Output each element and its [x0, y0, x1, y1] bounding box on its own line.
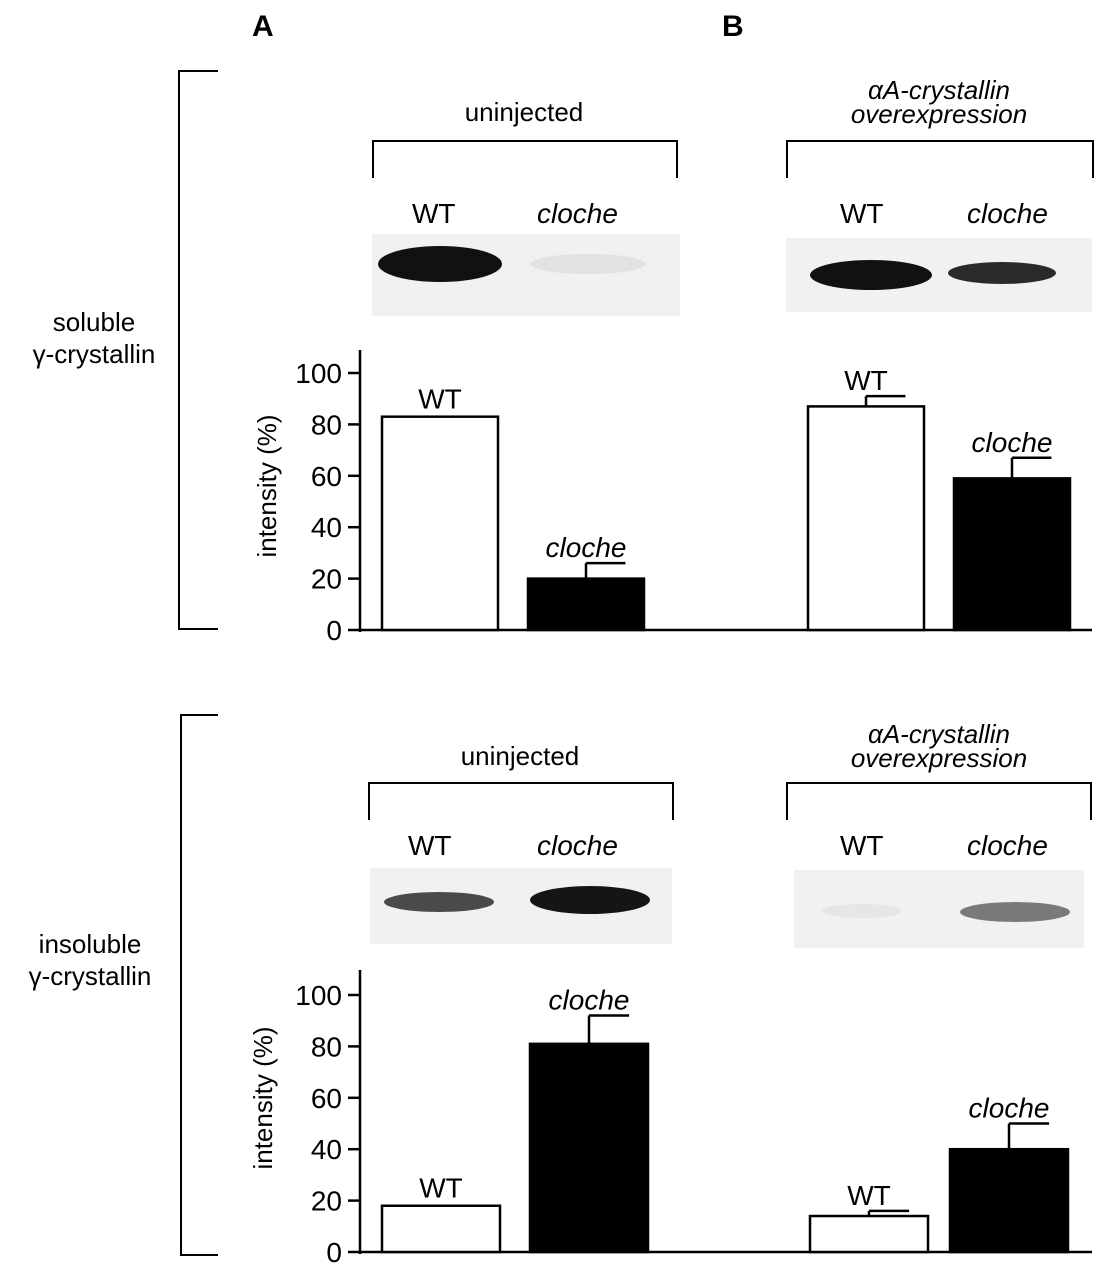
soluble-y-tick-label: 60 — [311, 461, 342, 492]
soluble-overexpression-wt-bar — [806, 405, 926, 632]
soluble-bar-chart: 0 20 40 60 80 100 intensity (%) WT cloche WT cloch… — [252, 350, 1092, 646]
soluble-overexpression-blot — [786, 238, 1092, 312]
soluble-overexpression-line2: overexpression — [850, 99, 1028, 129]
insoluble-overexpression-wt-bar-label: WT — [847, 1180, 891, 1211]
insoluble-uninjected-cloche-bar-label: cloche — [549, 985, 630, 1016]
soluble-overexpression-wt-lane-label: WT — [840, 198, 884, 229]
insoluble-uninjected-wt-bar — [380, 1204, 502, 1254]
insoluble-overexpression-bracket — [786, 782, 1092, 820]
soluble-overexpression-line1: αA-crystallin — [868, 75, 1010, 105]
insoluble-overexpression-line1: αA-crystallin — [868, 719, 1010, 749]
insoluble-uninjected-bracket — [368, 782, 674, 820]
insoluble-y-tick-label: 60 — [311, 1083, 342, 1114]
insoluble-uninjected-cloche-lane-label: cloche — [537, 830, 618, 861]
soluble-overexpression-cloche-bar — [952, 477, 1072, 632]
soluble-y-tick-label: 80 — [311, 409, 342, 440]
soluble-uninjected-wt-lane-label: WT — [412, 198, 456, 229]
insoluble-overexpression-label: αA-crystallin overexpression — [786, 719, 1092, 773]
soluble-uninjected-bracket — [372, 140, 678, 178]
soluble-overexpression-label: αA-crystallin overexpression — [786, 75, 1092, 129]
soluble-y-axis-label: intensity (%) — [252, 414, 282, 557]
insoluble-bar-chart: 0 20 40 60 80 100 intensity (%) WT cloche WT cloch… — [248, 970, 1092, 1268]
soluble-overexpression-wt-bar-label: WT — [844, 365, 888, 396]
insoluble-overexpression-line2: overexpression — [850, 743, 1028, 773]
insoluble-overexpression-wt-lane-label: WT — [840, 830, 884, 861]
insoluble-overexpression-blot — [794, 870, 1084, 948]
soluble-overexpression-cloche-lane-label: cloche — [967, 198, 1048, 229]
soluble-uninjected-cloche-lane-label: cloche — [537, 198, 618, 229]
soluble-uninjected-cloche-band — [530, 254, 646, 274]
insoluble-group-bracket — [180, 714, 218, 1256]
insoluble-overexpression-wt-band — [822, 904, 902, 918]
insoluble-overexpression-wt-bar — [808, 1214, 930, 1254]
soluble-y-tick-label: 40 — [311, 512, 342, 543]
soluble-overexpression-cloche-band — [948, 262, 1056, 284]
insoluble-overexpression-cloche-lane-label: cloche — [967, 830, 1048, 861]
insoluble-y-tick-label: 20 — [311, 1186, 342, 1217]
panel-letter-b: B — [722, 10, 744, 43]
insoluble-uninjected-blot — [370, 868, 672, 944]
soluble-y-tick-label: 0 — [326, 615, 342, 646]
soluble-overexpression-cloche-bar-label: cloche — [972, 427, 1053, 458]
soluble-group-label-line1: soluble — [52, 307, 136, 337]
insoluble-uninjected-cloche-bar — [528, 1042, 650, 1254]
insoluble-group-label-line1: insoluble — [38, 929, 142, 959]
insoluble-overexpression-cloche-bar-label: cloche — [969, 1093, 1050, 1124]
soluble-uninjected-wt-band — [378, 246, 502, 282]
soluble-group-label: soluble γ-crystallin — [14, 306, 174, 370]
panel-letter-a: A — [252, 10, 274, 43]
insoluble-y-tick-label: 0 — [326, 1237, 342, 1268]
insoluble-y-tick-label: 40 — [311, 1134, 342, 1165]
insoluble-overexpression-cloche-band — [960, 902, 1070, 922]
insoluble-group-label: insoluble γ-crystallin — [10, 928, 170, 992]
insoluble-y-tick-label: 100 — [295, 980, 342, 1011]
soluble-overexpression-wt-band — [810, 260, 932, 290]
soluble-group-label-line2: γ-crystallin — [32, 339, 156, 369]
soluble-overexpression-bracket — [786, 140, 1094, 178]
soluble-uninjected-cloche-bar-label: cloche — [546, 532, 627, 563]
insoluble-uninjected-wt-bar-label: WT — [419, 1173, 463, 1204]
insoluble-uninjected-label: uninjected — [460, 741, 580, 771]
insoluble-uninjected-wt-lane-label: WT — [408, 830, 452, 861]
insoluble-y-axis-label: intensity (%) — [248, 1026, 278, 1169]
insoluble-y-tick-label: 80 — [311, 1031, 342, 1062]
soluble-y-tick-label: 100 — [295, 358, 342, 389]
insoluble-uninjected-wt-band — [384, 892, 494, 912]
soluble-uninjected-label: uninjected — [464, 97, 584, 127]
soluble-uninjected-wt-bar-label: WT — [418, 384, 462, 415]
insoluble-overexpression-cloche-bar — [948, 1147, 1070, 1254]
soluble-uninjected-wt-bar — [380, 415, 500, 632]
soluble-y-tick-label: 20 — [311, 564, 342, 595]
soluble-uninjected-blot — [372, 234, 680, 316]
soluble-group-bracket — [178, 70, 218, 630]
insoluble-group-label-line2: γ-crystallin — [28, 961, 152, 991]
insoluble-uninjected-cloche-band — [530, 886, 650, 914]
soluble-uninjected-cloche-bar — [526, 577, 646, 632]
